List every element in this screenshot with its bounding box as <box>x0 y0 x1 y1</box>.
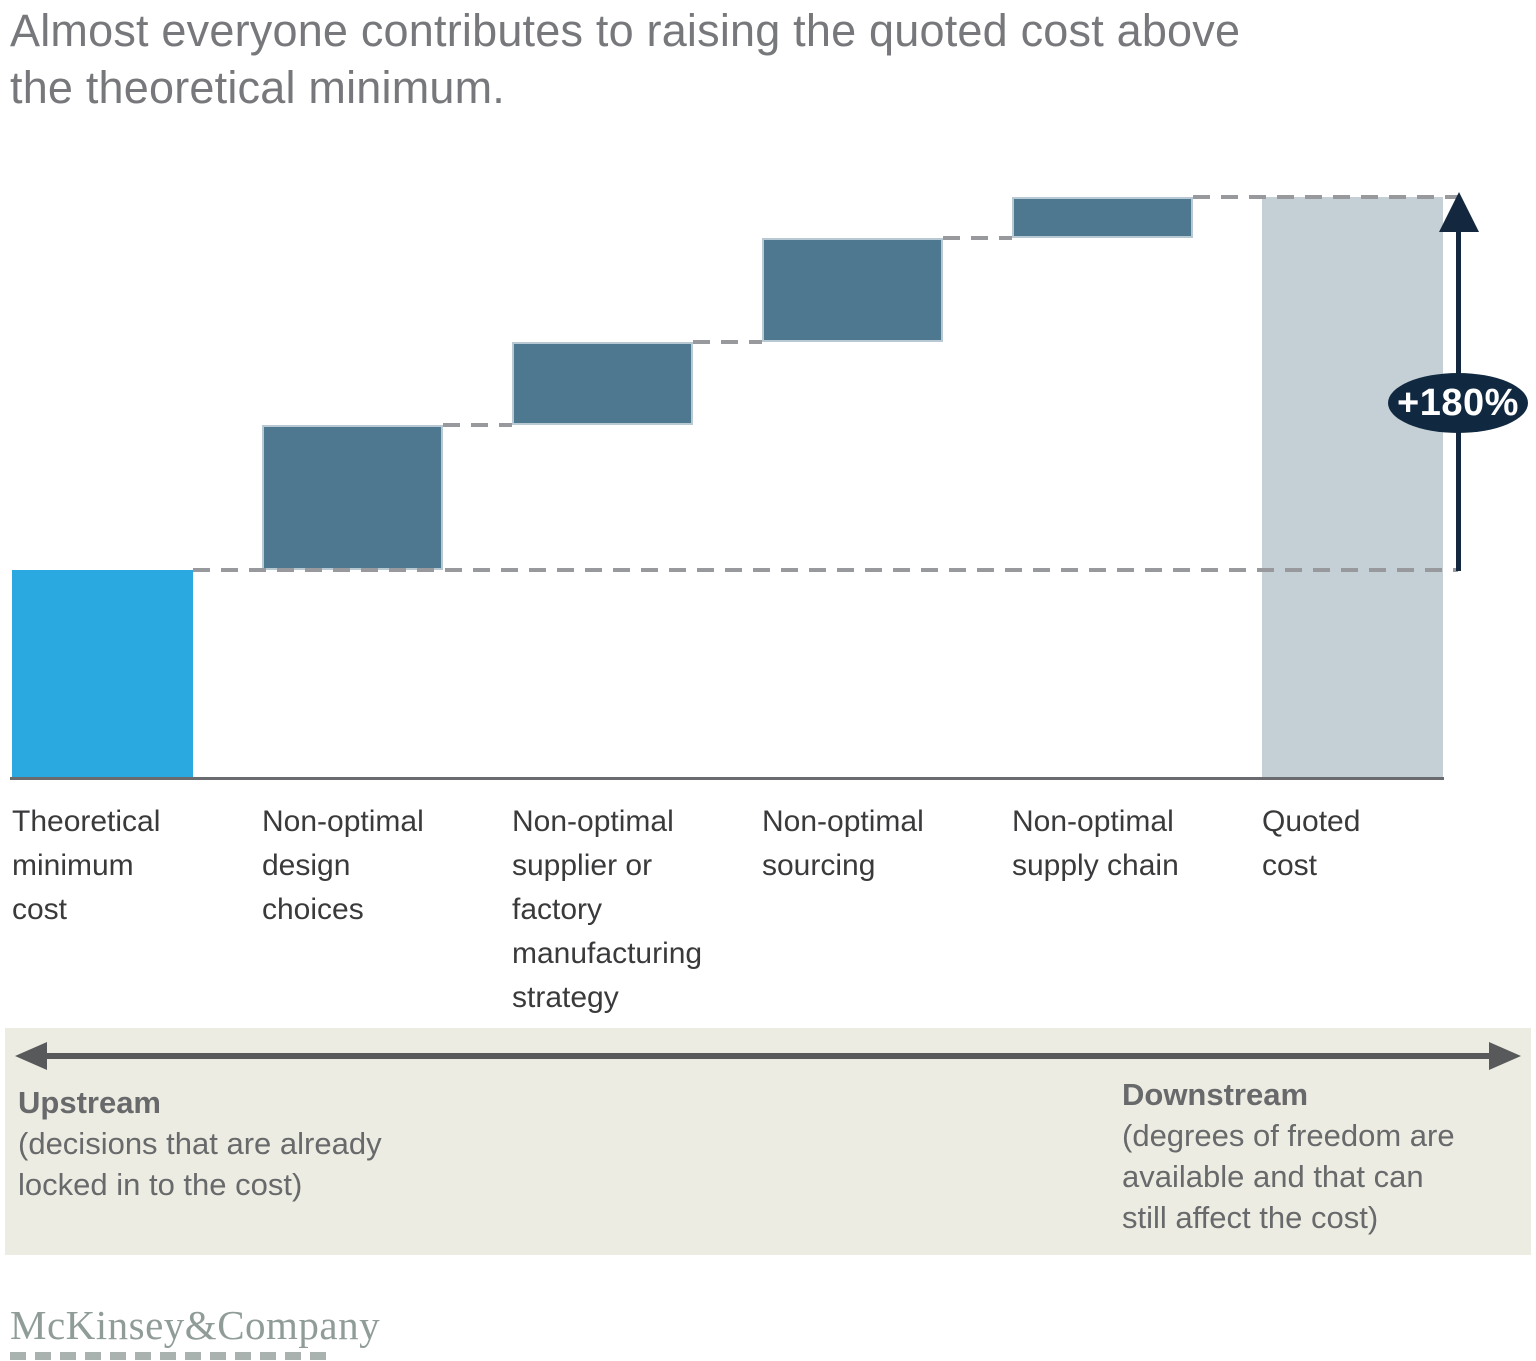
brand-logo: McKinsey&Company <box>10 1302 381 1348</box>
arrow-right-head-icon <box>1489 1042 1521 1070</box>
waterfall-bar-0 <box>12 570 193 777</box>
downstream-note: (degrees of freedom are available and th… <box>1122 1118 1455 1235</box>
dashed-connector-3 <box>943 236 1012 240</box>
footer-clipped-text-remnant <box>10 1352 332 1360</box>
category-label-3: Non-optimal sourcing <box>762 805 924 882</box>
dashed-connector-2 <box>693 340 762 344</box>
downstream-title: Downstream <box>1122 1077 1309 1112</box>
waterfall-bar-1 <box>262 425 443 570</box>
dashed-connector-4 <box>1193 195 1458 199</box>
upstream-title: Upstream <box>18 1085 161 1120</box>
category-label-1: Non-optimal design choices <box>262 805 424 926</box>
downstream-block: Downstream (degrees of freedom are avail… <box>1122 1074 1522 1238</box>
waterfall-bar-4 <box>1012 197 1193 238</box>
increase-badge: +180% <box>1388 373 1528 433</box>
stream-panel: Upstream (decisions that are already loc… <box>5 1028 1531 1255</box>
upstream-block: Upstream (decisions that are already loc… <box>18 1082 538 1205</box>
increase-badge-label: +180% <box>1397 381 1519 424</box>
arrow-shaft <box>41 1053 1495 1059</box>
x-axis-line <box>10 777 1444 780</box>
page-title: Almost everyone contributes to raising t… <box>10 5 1241 113</box>
category-label-2: Non-optimal supplier or factory manufact… <box>512 805 703 1014</box>
upstream-downstream-arrow-icon <box>15 1042 1521 1070</box>
category-label-5: Quoted cost <box>1262 805 1361 882</box>
increase-arrow-head-icon <box>1439 192 1479 232</box>
category-label-4: Non-optimal supply chain <box>1012 805 1179 882</box>
dashed-connector-1 <box>443 423 512 427</box>
waterfall-bar-3 <box>762 238 943 342</box>
waterfall-bar-2 <box>512 342 693 425</box>
upstream-note: (decisions that are already locked in to… <box>18 1126 382 1202</box>
dashed-connector-0 <box>193 568 1458 572</box>
waterfall-bar-5 <box>1262 197 1443 777</box>
category-label-0: Theoretical minimum cost <box>12 805 161 926</box>
